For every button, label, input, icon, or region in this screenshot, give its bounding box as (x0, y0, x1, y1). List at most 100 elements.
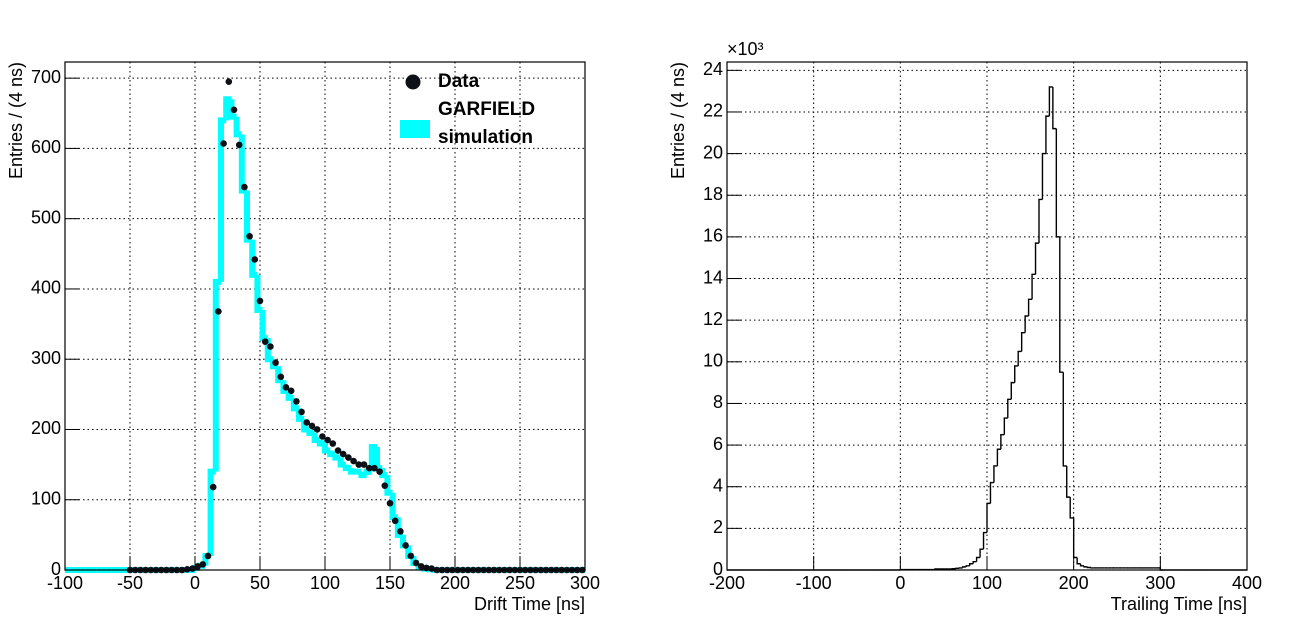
histogram-bin (238, 134, 247, 194)
histogram-bin (1048, 86, 1053, 117)
histogram-bin (285, 390, 294, 401)
data-point (376, 468, 383, 475)
y-tick-label: 100 (31, 488, 61, 508)
data-point (355, 461, 363, 468)
data-point (381, 482, 389, 489)
data-point (417, 563, 425, 570)
y-axis-label: Entries / (4 ns) (6, 62, 26, 179)
data-point (183, 565, 191, 573)
data-point (339, 450, 347, 458)
data-point (287, 387, 295, 395)
histogram-bin (327, 450, 336, 458)
histogram-bin (1055, 128, 1060, 238)
data-point (204, 552, 212, 560)
x-tick-label: 100 (310, 573, 340, 593)
y-tick-label: 0 (51, 559, 61, 579)
x-tick-label: 200 (1059, 573, 1089, 593)
y-multiplier: ×10³ (727, 39, 764, 59)
chart-panel: -200 -100 0 100 200 300 4000246810121416182022… (668, 39, 1262, 614)
data-point (246, 232, 253, 240)
x-tick-label: 300 (1145, 573, 1175, 593)
histogram-bin (962, 566, 967, 568)
histogram-bin (982, 531, 987, 550)
y-tick-label: 200 (31, 418, 61, 438)
histogram-bin (1007, 398, 1012, 419)
x-tick-label: 0 (895, 573, 905, 593)
x-tick-label: 0 (190, 573, 200, 593)
data-point (308, 422, 316, 430)
y-tick-label: 2 (713, 517, 723, 537)
histogram-bin (996, 448, 1001, 466)
histogram-bin (1052, 86, 1057, 130)
histogram-bin (233, 116, 242, 138)
x-tick-label: -50 (117, 573, 143, 593)
histogram-bin (1031, 273, 1036, 300)
data-point (360, 461, 368, 468)
y-tick-label: 700 (31, 67, 61, 87)
data-point (345, 454, 352, 461)
histogram-bin (972, 560, 977, 564)
x-tick-label: 400 (1232, 573, 1262, 593)
histogram-bin (374, 447, 383, 472)
data-point (350, 457, 357, 465)
histogram-bin (1086, 566, 1091, 569)
histogram-bin (259, 310, 268, 342)
data-point (199, 561, 207, 568)
legend-label: Data (438, 71, 480, 92)
data-point (220, 140, 227, 147)
data-point (397, 528, 404, 535)
histogram-bin (986, 502, 991, 533)
y-tick-label: 20 (703, 142, 723, 162)
y-tick-label: 400 (31, 278, 61, 298)
data-point (329, 440, 337, 447)
histogram-bin (1020, 331, 1026, 352)
data-point (319, 433, 326, 440)
data-point (230, 106, 238, 114)
histogram-bin (306, 429, 315, 436)
y-tick-label: 12 (703, 309, 723, 329)
histogram-bin (1066, 465, 1071, 498)
x-tick-label: 200 (440, 573, 470, 593)
x-axis-label: Trailing Time [ns] (1111, 594, 1247, 614)
histogram-bin (249, 239, 258, 278)
x-tick-label: 50 (250, 573, 270, 593)
y-tick-label: 22 (703, 101, 723, 121)
histogram-bin (1062, 372, 1067, 467)
data-point (298, 408, 305, 416)
data-point (241, 183, 248, 191)
histogram-bin (1017, 350, 1022, 366)
data-point (272, 359, 279, 367)
x-tick-label: 250 (505, 573, 535, 593)
histogram-bin (379, 468, 388, 479)
y-axis-label: Entries / (4 ns) (668, 62, 688, 179)
x-tick-label: 100 (972, 573, 1002, 593)
histogram-bin (1076, 557, 1081, 565)
data-point (293, 398, 300, 405)
histogram-bin (316, 440, 325, 447)
y-tick-label: 16 (703, 226, 723, 246)
y-tick-label: 8 (713, 392, 723, 412)
histogram-bin (363, 468, 372, 476)
histogram-bin (1024, 315, 1029, 333)
data-point (235, 141, 243, 149)
y-tick-label: 600 (31, 137, 61, 157)
data-point (209, 483, 217, 491)
histogram-bin (1010, 381, 1015, 400)
data-point (365, 464, 373, 472)
data-point (391, 517, 399, 525)
histogram-bin (1041, 152, 1046, 200)
histogram-bin (1079, 563, 1085, 567)
data-point (402, 542, 409, 549)
data-point (386, 499, 394, 507)
data-point (324, 436, 331, 444)
data-point (412, 559, 420, 567)
y-tick-label: 10 (703, 351, 723, 371)
histogram-bin (254, 274, 263, 314)
x-tick-label: -100 (47, 573, 83, 593)
histogram-bin (368, 444, 377, 472)
y-tick-label: 300 (31, 348, 61, 368)
data-point (225, 78, 233, 85)
histogram-bin (244, 190, 253, 243)
data-point (371, 464, 378, 472)
